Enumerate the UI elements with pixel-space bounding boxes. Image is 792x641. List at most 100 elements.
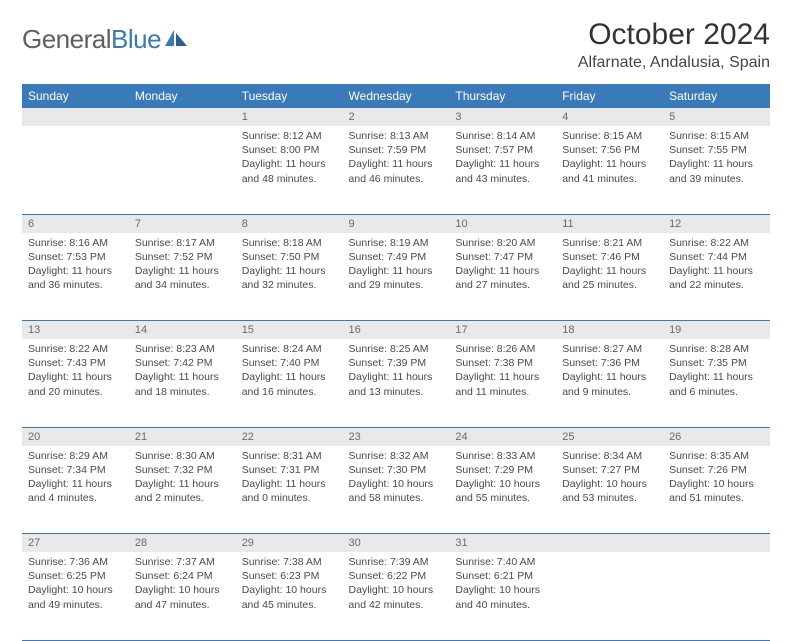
day-cell-content: Sunrise: 8:34 AMSunset: 7:27 PMDaylight:…: [556, 446, 663, 512]
sunrise-text: Sunrise: 7:38 AM: [242, 555, 337, 569]
sunset-text: Sunset: 7:52 PM: [135, 250, 230, 264]
sunrise-text: Sunrise: 8:26 AM: [455, 342, 550, 356]
day-content-row: Sunrise: 8:29 AMSunset: 7:34 PMDaylight:…: [22, 446, 770, 534]
daylight-text: Daylight: 11 hours and 39 minutes.: [669, 157, 764, 185]
sunset-text: Sunset: 7:26 PM: [669, 463, 764, 477]
daylight-text: Daylight: 10 hours and 55 minutes.: [455, 477, 550, 505]
month-title: October 2024: [578, 18, 770, 52]
sunrise-text: Sunrise: 8:15 AM: [562, 129, 657, 143]
sunset-text: Sunset: 7:39 PM: [349, 356, 444, 370]
day-content-row: Sunrise: 8:22 AMSunset: 7:43 PMDaylight:…: [22, 339, 770, 427]
sunrise-text: Sunrise: 8:23 AM: [135, 342, 230, 356]
day-cell-content: Sunrise: 8:27 AMSunset: 7:36 PMDaylight:…: [556, 339, 663, 405]
weekday-header: Sunday: [22, 84, 129, 108]
day-cell-content: Sunrise: 8:17 AMSunset: 7:52 PMDaylight:…: [129, 233, 236, 299]
sunrise-text: Sunrise: 8:31 AM: [242, 449, 337, 463]
sunset-text: Sunset: 7:59 PM: [349, 143, 444, 157]
sunset-text: Sunset: 7:31 PM: [242, 463, 337, 477]
sunrise-text: Sunrise: 8:17 AM: [135, 236, 230, 250]
sunrise-text: Sunrise: 8:27 AM: [562, 342, 657, 356]
day-cell: Sunrise: 8:18 AMSunset: 7:50 PMDaylight:…: [236, 233, 343, 321]
day-cell: Sunrise: 8:31 AMSunset: 7:31 PMDaylight:…: [236, 446, 343, 534]
brand-part2: Blue: [111, 24, 161, 54]
weekday-header: Monday: [129, 84, 236, 108]
day-number-cell: 5: [663, 108, 770, 126]
day-number-cell: 23: [343, 427, 450, 446]
location-subtitle: Alfarnate, Andalusia, Spain: [578, 54, 770, 72]
day-number-cell: 10: [449, 214, 556, 233]
weekday-header: Friday: [556, 84, 663, 108]
sunrise-text: Sunrise: 8:22 AM: [669, 236, 764, 250]
day-cell-content: Sunrise: 8:19 AMSunset: 7:49 PMDaylight:…: [343, 233, 450, 299]
day-cell: [556, 552, 663, 640]
sunrise-text: Sunrise: 8:33 AM: [455, 449, 550, 463]
day-cell: Sunrise: 8:13 AMSunset: 7:59 PMDaylight:…: [343, 126, 450, 214]
day-number-cell: 28: [129, 534, 236, 553]
daylight-text: Daylight: 11 hours and 4 minutes.: [28, 477, 123, 505]
daylight-text: Daylight: 11 hours and 2 minutes.: [135, 477, 230, 505]
day-cell: Sunrise: 8:35 AMSunset: 7:26 PMDaylight:…: [663, 446, 770, 534]
day-cell: [663, 552, 770, 640]
sunrise-text: Sunrise: 8:19 AM: [349, 236, 444, 250]
day-cell-content: Sunrise: 7:38 AMSunset: 6:23 PMDaylight:…: [236, 552, 343, 618]
sunrise-text: Sunrise: 7:37 AM: [135, 555, 230, 569]
day-content-row: Sunrise: 8:16 AMSunset: 7:53 PMDaylight:…: [22, 233, 770, 321]
daylight-text: Daylight: 11 hours and 36 minutes.: [28, 264, 123, 292]
day-cell: [129, 126, 236, 214]
sunrise-text: Sunrise: 8:20 AM: [455, 236, 550, 250]
day-number-cell: 14: [129, 321, 236, 340]
sunset-text: Sunset: 7:29 PM: [455, 463, 550, 477]
day-cell-content: Sunrise: 7:36 AMSunset: 6:25 PMDaylight:…: [22, 552, 129, 618]
day-cell: Sunrise: 8:17 AMSunset: 7:52 PMDaylight:…: [129, 233, 236, 321]
day-cell-content: Sunrise: 8:21 AMSunset: 7:46 PMDaylight:…: [556, 233, 663, 299]
day-cell-content: Sunrise: 8:33 AMSunset: 7:29 PMDaylight:…: [449, 446, 556, 512]
daylight-text: Daylight: 11 hours and 0 minutes.: [242, 477, 337, 505]
sunset-text: Sunset: 7:40 PM: [242, 356, 337, 370]
day-cell-content: Sunrise: 8:32 AMSunset: 7:30 PMDaylight:…: [343, 446, 450, 512]
day-cell: Sunrise: 8:22 AMSunset: 7:43 PMDaylight:…: [22, 339, 129, 427]
day-number-row: 12345: [22, 108, 770, 126]
day-number-row: 2728293031: [22, 534, 770, 553]
sunset-text: Sunset: 7:42 PM: [135, 356, 230, 370]
day-number-cell: 13: [22, 321, 129, 340]
sail-icon: [165, 30, 189, 53]
daylight-text: Daylight: 10 hours and 47 minutes.: [135, 583, 230, 611]
sunrise-text: Sunrise: 8:30 AM: [135, 449, 230, 463]
daylight-text: Daylight: 10 hours and 58 minutes.: [349, 477, 444, 505]
day-number-cell: 22: [236, 427, 343, 446]
day-number-row: 6789101112: [22, 214, 770, 233]
day-cell-content: Sunrise: 8:24 AMSunset: 7:40 PMDaylight:…: [236, 339, 343, 405]
day-number-cell: 7: [129, 214, 236, 233]
sunrise-text: Sunrise: 8:25 AM: [349, 342, 444, 356]
daylight-text: Daylight: 11 hours and 11 minutes.: [455, 370, 550, 398]
day-cell-content: Sunrise: 8:30 AMSunset: 7:32 PMDaylight:…: [129, 446, 236, 512]
weekday-header: Saturday: [663, 84, 770, 108]
day-cell: Sunrise: 8:15 AMSunset: 7:55 PMDaylight:…: [663, 126, 770, 214]
day-cell-content: Sunrise: 7:39 AMSunset: 6:22 PMDaylight:…: [343, 552, 450, 618]
day-cell-content: Sunrise: 8:20 AMSunset: 7:47 PMDaylight:…: [449, 233, 556, 299]
day-cell-content: Sunrise: 8:12 AMSunset: 8:00 PMDaylight:…: [236, 126, 343, 192]
day-cell: Sunrise: 8:30 AMSunset: 7:32 PMDaylight:…: [129, 446, 236, 534]
day-number-cell: 25: [556, 427, 663, 446]
day-content-row: Sunrise: 7:36 AMSunset: 6:25 PMDaylight:…: [22, 552, 770, 640]
day-number-cell: 17: [449, 321, 556, 340]
daylight-text: Daylight: 10 hours and 53 minutes.: [562, 477, 657, 505]
day-cell: Sunrise: 8:25 AMSunset: 7:39 PMDaylight:…: [343, 339, 450, 427]
day-cell: [22, 126, 129, 214]
sunset-text: Sunset: 7:46 PM: [562, 250, 657, 264]
day-cell: Sunrise: 8:21 AMSunset: 7:46 PMDaylight:…: [556, 233, 663, 321]
day-cell: Sunrise: 8:32 AMSunset: 7:30 PMDaylight:…: [343, 446, 450, 534]
day-number-cell: 12: [663, 214, 770, 233]
day-cell-content: Sunrise: 8:26 AMSunset: 7:38 PMDaylight:…: [449, 339, 556, 405]
sunset-text: Sunset: 7:43 PM: [28, 356, 123, 370]
daylight-text: Daylight: 10 hours and 40 minutes.: [455, 583, 550, 611]
day-number-row: 20212223242526: [22, 427, 770, 446]
day-cell: Sunrise: 8:12 AMSunset: 8:00 PMDaylight:…: [236, 126, 343, 214]
day-number-cell: 3: [449, 108, 556, 126]
day-cell-content: Sunrise: 8:16 AMSunset: 7:53 PMDaylight:…: [22, 233, 129, 299]
daylight-text: Daylight: 10 hours and 42 minutes.: [349, 583, 444, 611]
sunrise-text: Sunrise: 8:34 AM: [562, 449, 657, 463]
day-cell: Sunrise: 8:26 AMSunset: 7:38 PMDaylight:…: [449, 339, 556, 427]
day-number-cell: 26: [663, 427, 770, 446]
day-cell: Sunrise: 8:15 AMSunset: 7:56 PMDaylight:…: [556, 126, 663, 214]
